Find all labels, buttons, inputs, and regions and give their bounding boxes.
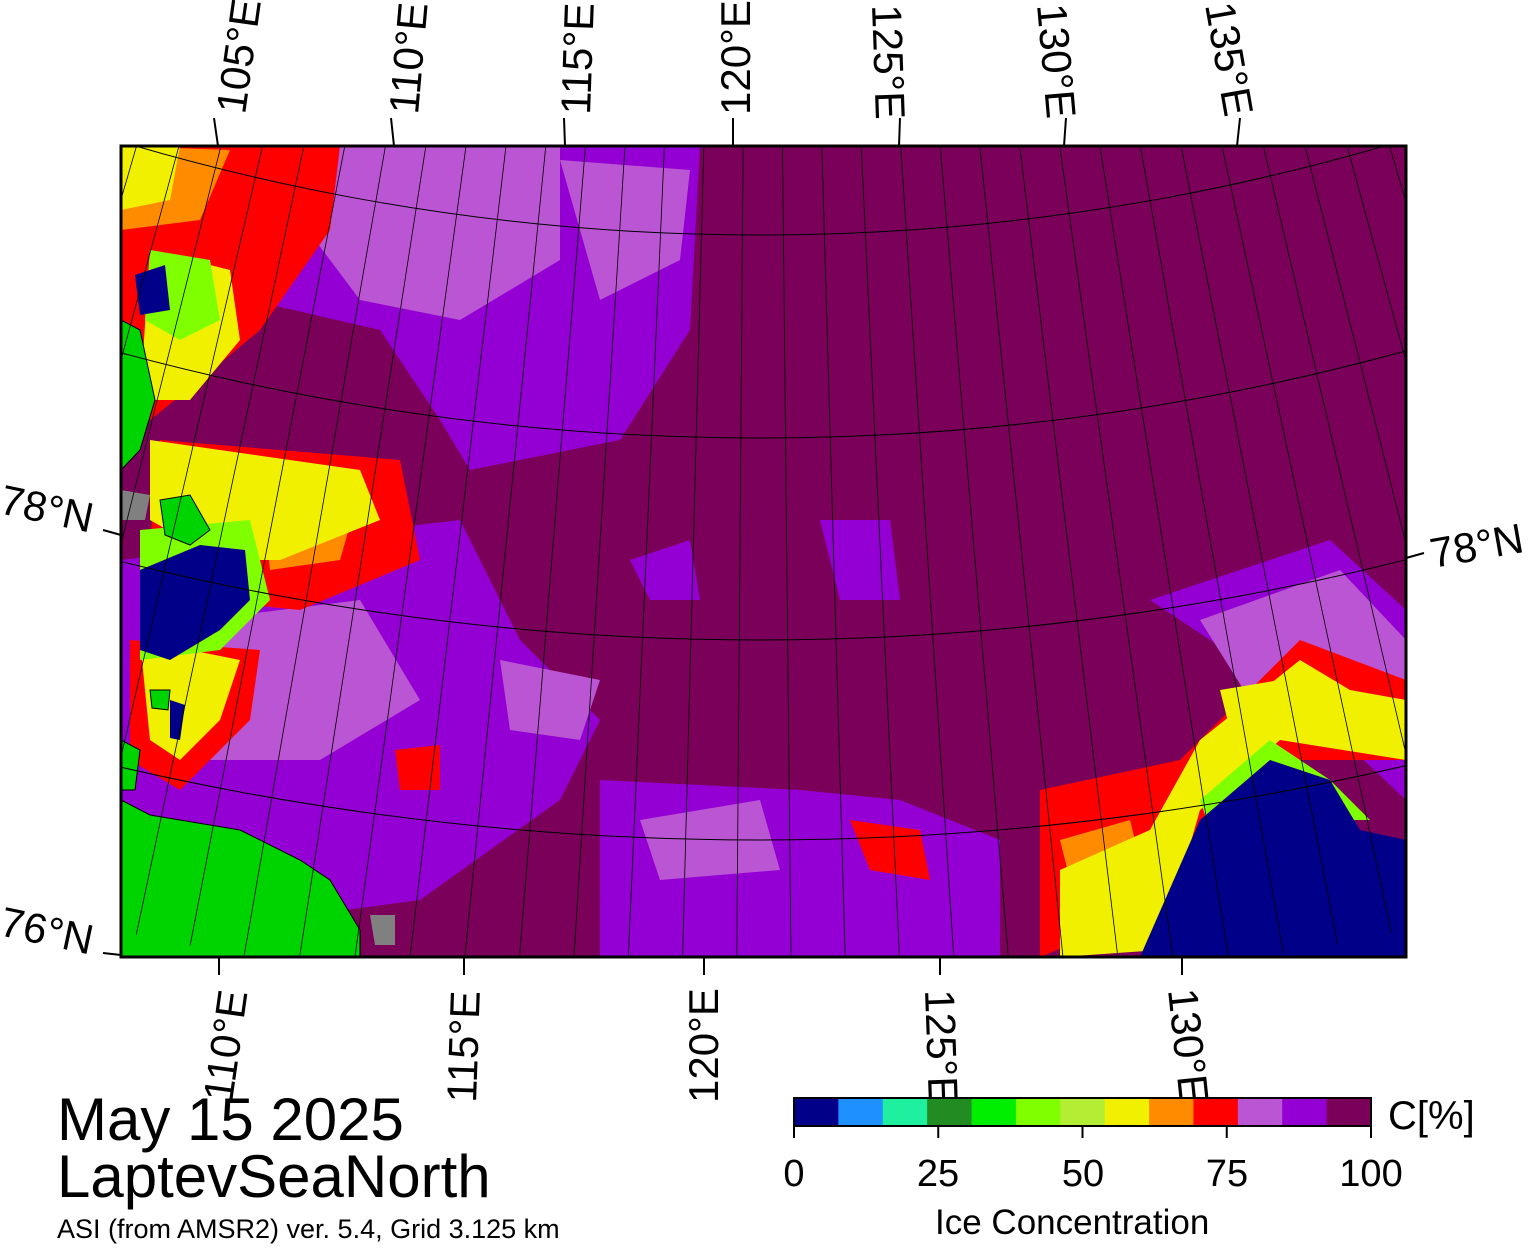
meridian-line <box>821 146 846 957</box>
lon-label-top: 125°E <box>863 4 914 120</box>
meridian-line <box>782 146 792 957</box>
open-water-east <box>1140 760 1406 957</box>
product-subtitle: ASI (from AMSR2) ver. 5.4, Grid 3.125 km <box>57 1214 560 1244</box>
land-mask-grey <box>370 915 395 945</box>
map-date: May 15 2025 <box>57 1086 404 1153</box>
meridian-line <box>1425 0 1528 846</box>
meridian-line <box>1461 0 1528 828</box>
lon-label-top: 105°E <box>207 0 270 116</box>
colorbar-cell <box>1193 1098 1239 1126</box>
meridian-line <box>860 146 900 957</box>
lon-label-bottom: 125°E <box>916 989 967 1105</box>
colorbar-cell <box>1149 1098 1195 1126</box>
lat-label-left: 76°N <box>0 898 98 963</box>
lon-label-bottom: 130°E <box>1159 986 1218 1105</box>
colorbar-cell <box>1326 1098 1372 1126</box>
meridian-line <box>682 146 705 957</box>
colorbar-cells <box>794 1098 1372 1126</box>
colorbar <box>793 1097 1372 1138</box>
colorbar-tick-label: 75 <box>1205 1153 1249 1195</box>
meridian-line <box>409 146 507 957</box>
meridian-line <box>121 146 263 759</box>
colorbar-cell <box>971 1098 1017 1126</box>
meridian-line <box>1139 146 1284 955</box>
colorbar-unit-label: C[%] <box>1388 1094 1475 1138</box>
meridian-line <box>121 146 180 362</box>
lon-label-bottom: 115°E <box>438 990 489 1103</box>
meridian-line <box>573 146 626 957</box>
meridian-line <box>243 146 386 956</box>
meridian-line <box>736 146 744 957</box>
lon-label-top: 120°E <box>712 0 759 115</box>
lon-label-top: 135°E <box>1196 0 1262 120</box>
colorbar-cell <box>1282 1098 1328 1126</box>
lon-label-bottom: 120°E <box>680 988 727 1103</box>
meridian-line <box>1346 146 1406 363</box>
land-islands <box>159 494 211 546</box>
colorbar-cell <box>1104 1098 1150 1126</box>
meridian-line <box>464 146 547 957</box>
meridian-line <box>939 146 1009 957</box>
lon-label-top: 110°E <box>380 0 437 115</box>
meridian-line <box>0 0 64 831</box>
land-west-coast <box>121 319 156 471</box>
meridian-line <box>0 6 137 866</box>
region-name: LaptevSeaNorth <box>57 1143 491 1210</box>
colorbar-cell <box>882 1098 928 1126</box>
meridian-line <box>0 0 28 812</box>
open-water-narrow <box>170 700 185 740</box>
meridian-line <box>1389 146 1406 204</box>
meridian-line <box>1304 146 1406 546</box>
colorbar-tick-label: 25 <box>916 1153 960 1195</box>
colorbar-tick-label: 50 <box>1061 1153 1105 1195</box>
meridian-line <box>121 146 222 546</box>
colorbar-tick-lines <box>793 1126 1372 1138</box>
meridian-line <box>354 146 467 957</box>
meridian-line <box>0 0 101 848</box>
meridian-line <box>1019 146 1119 957</box>
meridian-line <box>1099 146 1229 957</box>
meridian-line <box>519 146 586 957</box>
colorbar-title: Ice Concentration <box>935 1203 1210 1242</box>
lon-label-top: 130°E <box>1028 2 1085 121</box>
meridian-line <box>1497 0 1528 809</box>
land <box>121 319 395 957</box>
meridian-line <box>900 146 955 957</box>
meridian-line <box>135 146 305 935</box>
colorbar-cell <box>794 1098 839 1126</box>
colorbar-tick-label: 100 <box>1339 1153 1403 1195</box>
graticule <box>0 0 1528 957</box>
open-water <box>135 265 1406 957</box>
meridian-line <box>627 146 665 957</box>
colorbar-cell <box>1060 1098 1106 1126</box>
colorbar-cell <box>1237 1098 1283 1126</box>
land-severnaya-zemlya <box>121 799 361 957</box>
colorbar-cell <box>838 1098 884 1126</box>
bottom-longitude-labels: 110°E 115°E 120°E 125°E 130°E <box>194 986 1217 1105</box>
map-area <box>0 0 1528 957</box>
meridian-line <box>1221 146 1392 933</box>
meridian-line <box>1262 146 1406 756</box>
frame-ticks <box>102 117 1425 975</box>
meridian-line <box>299 146 427 957</box>
meridian-line <box>1388 4 1528 863</box>
lon-label-top: 115°E <box>552 2 603 115</box>
lat-label-left: 78°N <box>0 476 98 541</box>
meridian-line <box>121 146 137 201</box>
map-frame <box>119 144 1408 959</box>
meridian-line <box>1180 146 1338 944</box>
open-water-polynya-west <box>140 545 250 660</box>
top-longitude-labels: 105°E 110°E 115°E 120°E 125°E 130°E 135°… <box>207 0 1262 120</box>
lat-label-right: 78°N <box>1426 514 1527 577</box>
meridian-line <box>189 146 346 946</box>
colorbar-cell <box>927 1098 973 1126</box>
colorbar-cell <box>1015 1098 1061 1126</box>
meridian-line <box>1059 146 1174 957</box>
colorbar-tick-label: 0 <box>783 1153 805 1195</box>
meridian-line <box>979 146 1064 957</box>
